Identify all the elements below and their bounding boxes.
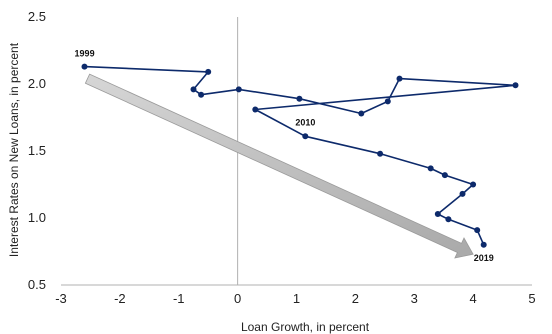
x-tick-label: 0 bbox=[234, 291, 241, 306]
data-point bbox=[459, 190, 466, 197]
point-labels-layer: 1999 2010 2019 bbox=[75, 49, 494, 263]
y-tick-label: 2.5 bbox=[28, 9, 46, 24]
data-point bbox=[512, 82, 519, 89]
data-point bbox=[358, 110, 365, 117]
data-point bbox=[474, 227, 481, 234]
x-tick-label: -3 bbox=[55, 291, 67, 306]
data-point bbox=[396, 75, 403, 82]
x-tick-label: 5 bbox=[528, 291, 535, 306]
x-tick-label: 4 bbox=[470, 291, 477, 306]
data-point bbox=[470, 181, 477, 188]
series-layer bbox=[81, 63, 519, 248]
y-tick-label: 2.0 bbox=[28, 76, 46, 91]
data-point bbox=[427, 165, 434, 172]
trend-arrow bbox=[84, 73, 474, 259]
y-tick-label: 1.0 bbox=[28, 210, 46, 225]
trend-arrow-layer bbox=[84, 73, 474, 259]
data-point bbox=[441, 172, 448, 179]
data-point bbox=[377, 150, 384, 157]
x-tick-label: -2 bbox=[114, 291, 126, 306]
x-tick-label: 3 bbox=[411, 291, 418, 306]
point-label: 1999 bbox=[75, 49, 95, 59]
y-tick-label: 1.5 bbox=[28, 143, 46, 158]
data-point bbox=[445, 216, 452, 223]
data-point bbox=[205, 68, 212, 75]
data-point bbox=[235, 86, 242, 93]
x-axis-title: Loan Growth, in percent bbox=[241, 320, 370, 334]
data-point bbox=[190, 86, 197, 93]
data-point bbox=[252, 106, 259, 113]
data-point bbox=[480, 241, 487, 248]
point-label: 2010 bbox=[295, 117, 315, 127]
y-tick-label: 0.5 bbox=[28, 277, 46, 292]
tick-labels-layer: -3 -2 -1 0 1 2 3 4 5 0.5 1.0 1.5 2.0 2.5 bbox=[28, 9, 536, 306]
data-point bbox=[384, 98, 391, 105]
data-point bbox=[198, 91, 205, 98]
data-point bbox=[434, 211, 441, 217]
point-label: 2019 bbox=[474, 253, 494, 263]
y-axis-title: Interest Rates on New Loans, in percent bbox=[7, 42, 21, 257]
data-point bbox=[296, 95, 303, 102]
x-tick-label: 1 bbox=[293, 291, 300, 306]
data-point bbox=[81, 63, 88, 70]
data-point bbox=[302, 133, 309, 140]
x-tick-label: -1 bbox=[173, 291, 185, 306]
x-tick-label: 2 bbox=[352, 291, 359, 306]
